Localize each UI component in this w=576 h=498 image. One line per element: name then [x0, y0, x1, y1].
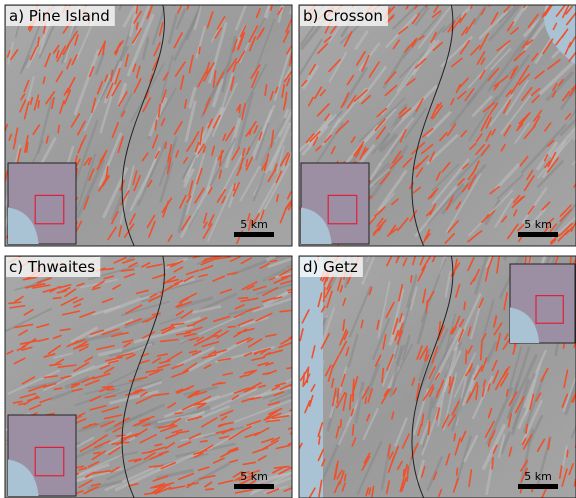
flow-vector: [116, 435, 125, 436]
flow-vector: [407, 467, 408, 481]
flow-vector: [200, 441, 207, 442]
flow-vector: [574, 480, 575, 486]
flow-vector: [108, 389, 114, 390]
scale-label: 5 km: [524, 470, 552, 483]
flow-vector: [464, 302, 465, 309]
flow-vector: [353, 394, 354, 401]
flow-vector: [239, 298, 248, 299]
flow-vector: [38, 101, 39, 108]
flow-vector: [457, 468, 458, 475]
panel: a) Pine Island 5 km: [5, 0, 313, 246]
figure: a) Pine Island 5 km b) Crosson 5 km c) Thwai…: [0, 0, 576, 498]
flow-vector: [345, 474, 346, 480]
panel-label: d) Getz: [303, 258, 358, 276]
flow-vector: [567, 450, 568, 456]
flow-vector: [58, 126, 59, 133]
flow-vector: [94, 452, 100, 453]
flow-vector: [319, 436, 320, 444]
panel-label: a) Pine Island: [9, 7, 110, 25]
flow-vector: [206, 489, 214, 490]
flow-vector: [449, 377, 450, 386]
flow-vector: [554, 0, 565, 5]
panel-label: b) Crosson: [303, 7, 383, 25]
relief: [139, 0, 145, 5]
flow-vector: [287, 368, 294, 369]
flow-vector: [175, 413, 182, 414]
flow-vector: [228, 326, 235, 327]
flow-vector: [429, 421, 430, 434]
flow-vector: [246, 160, 247, 166]
scale-bar: [234, 232, 274, 237]
flow-vector: [234, 184, 235, 190]
flow-vector: [53, 298, 61, 299]
flow-vector: [353, 425, 354, 435]
panel-label: c) Thwaites: [9, 258, 95, 276]
flow-vector: [411, 276, 412, 282]
flow-vector: [19, 403, 26, 404]
panel: b) Crosson 5 km: [299, 0, 576, 246]
flow-vector: [454, 434, 455, 441]
flow-vector: [492, 458, 493, 469]
scale-bar: [234, 484, 274, 489]
flow-vector: [217, 383, 225, 384]
scale-label: 5 km: [240, 218, 268, 231]
scale-bar: [518, 484, 558, 489]
flow-vector: [466, 350, 467, 363]
scale-label: 5 km: [240, 470, 268, 483]
flow-vector: [570, 257, 571, 264]
scale-label: 5 km: [524, 218, 552, 231]
scale-bar: [518, 232, 558, 237]
flow-vector: [380, 0, 386, 5]
flow-vector: [38, 284, 45, 285]
flow-vector: [165, 142, 166, 148]
flow-vector: [341, 420, 342, 427]
flow-vector: [404, 470, 405, 477]
flow-vector: [199, 47, 200, 53]
